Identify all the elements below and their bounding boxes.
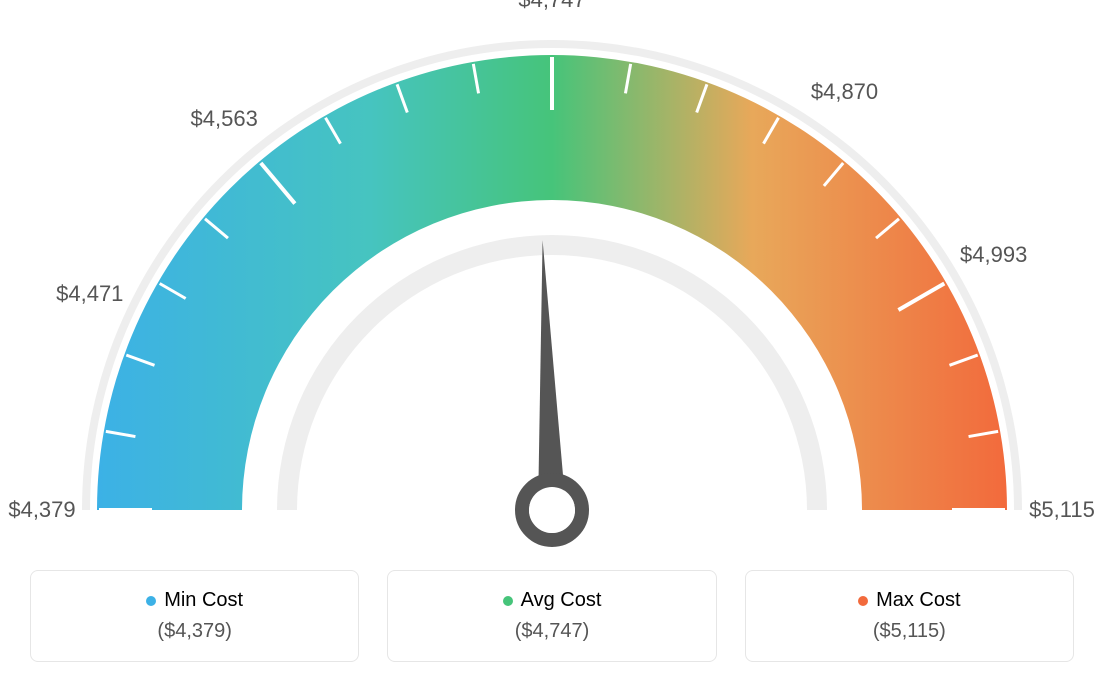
legend-min-box: Min Cost ($4,379)	[30, 570, 359, 662]
dot-icon	[858, 596, 868, 606]
gauge-tick-label: $5,115	[1029, 497, 1095, 523]
legend: Min Cost ($4,379) Avg Cost ($4,747) Max …	[0, 570, 1104, 662]
legend-max-value: ($5,115)	[770, 620, 1049, 643]
legend-min-label: Min Cost	[164, 589, 243, 612]
legend-min-title: Min Cost	[146, 589, 243, 612]
gauge-tick-label: $4,870	[811, 79, 878, 105]
gauge-tick-label: $4,379	[8, 497, 75, 523]
gauge-tick-label: $4,563	[191, 106, 258, 132]
legend-max-box: Max Cost ($5,115)	[745, 570, 1074, 662]
gauge-tick-label: $4,747	[518, 0, 585, 13]
gauge-svg	[0, 0, 1104, 560]
dot-icon	[146, 596, 156, 606]
dot-icon	[503, 596, 513, 606]
gauge-needle	[522, 240, 582, 540]
legend-avg-label: Avg Cost	[521, 589, 602, 612]
legend-avg-title: Avg Cost	[503, 589, 602, 612]
gauge-tick-label: $4,993	[960, 242, 1027, 268]
legend-avg-box: Avg Cost ($4,747)	[387, 570, 716, 662]
legend-max-label: Max Cost	[876, 589, 960, 612]
gauge-tick-label: $4,471	[56, 281, 123, 307]
legend-avg-value: ($4,747)	[412, 620, 691, 643]
legend-max-title: Max Cost	[858, 589, 960, 612]
gauge-chart: $4,379 $4,471 $4,563 $4,747 $4,870 $4,993 $5,1…	[0, 0, 1104, 560]
legend-min-value: ($4,379)	[55, 620, 334, 643]
